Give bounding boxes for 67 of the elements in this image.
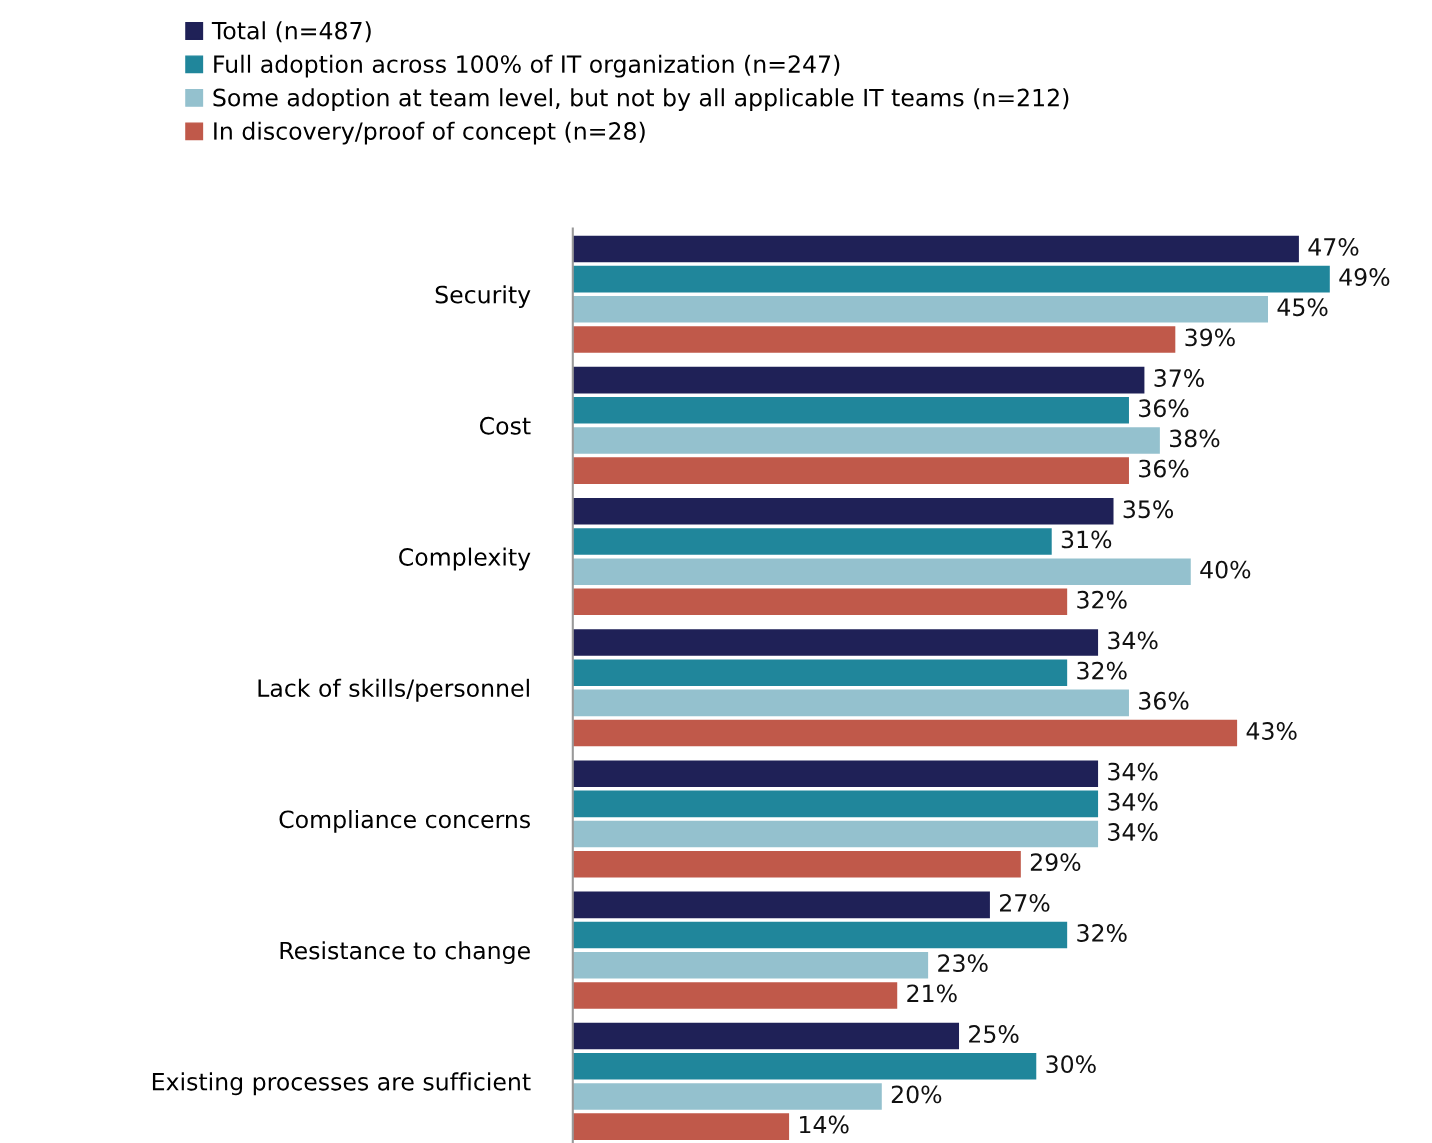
data-label: 35%	[1123, 500, 1174, 519]
data-label: 23%	[938, 954, 988, 973]
bar	[572, 719, 1238, 747]
data-label: 20%	[891, 1085, 942, 1104]
y-tick-label: Existing processes are sufficient	[152, 1072, 531, 1096]
bar	[572, 588, 1068, 616]
bar	[572, 457, 1129, 484]
bar	[572, 498, 1114, 525]
data-label: 47%	[1308, 237, 1359, 256]
bar	[572, 820, 1099, 848]
legend-label: Full adoption across 100% of IT organization (n=247)	[214, 54, 840, 78]
data-label: 36%	[1139, 691, 1189, 710]
y-tick-label: Complexity	[399, 547, 531, 571]
data-label: 34%	[1108, 762, 1158, 781]
data-label: 32%	[1077, 661, 1127, 680]
y-tick-label: Lack of skills/personnel	[258, 678, 529, 702]
bar	[572, 760, 1099, 787]
data-label: 29%	[1030, 853, 1081, 872]
data-label: 30%	[1046, 1055, 1096, 1074]
bar	[572, 790, 1099, 818]
data-label: 32%	[1077, 924, 1127, 942]
data-label: 36%	[1139, 399, 1189, 418]
bar	[572, 427, 1160, 454]
data-label: 39%	[1185, 328, 1235, 347]
data-label: 27%	[999, 893, 1050, 912]
bar	[572, 850, 1021, 878]
y-tick-label: Resistance to change	[280, 941, 530, 965]
data-label: 25%	[969, 1025, 1019, 1043]
data-label: 31%	[1061, 530, 1112, 549]
bar	[572, 235, 1299, 263]
bar	[572, 366, 1145, 394]
bar	[572, 659, 1068, 686]
bar	[572, 982, 898, 1009]
y-tick-label: Cost	[479, 416, 531, 435]
data-label: 45%	[1277, 298, 1328, 317]
bar	[572, 1022, 960, 1050]
legend-label: Some adoption at team level, but not by all applicable IT teams (n=212)	[213, 88, 1069, 112]
data-label: 34%	[1108, 631, 1158, 650]
y-tick-label: Compliance concerns	[279, 809, 530, 833]
bar	[572, 1113, 790, 1140]
bar	[572, 629, 1099, 656]
y-tick-label: Security	[435, 285, 531, 309]
bar	[572, 921, 1068, 949]
bar	[572, 1052, 1037, 1080]
bar	[572, 528, 1052, 555]
bar	[572, 951, 929, 979]
data-label: 38%	[1170, 429, 1220, 448]
data-label: 34%	[1108, 792, 1158, 811]
data-label: 49%	[1339, 268, 1390, 286]
legend-label: In discovery/proof of concept (n=28)	[214, 121, 645, 145]
bar	[572, 397, 1129, 424]
bar	[572, 326, 1176, 353]
bar	[572, 689, 1129, 717]
bar	[572, 296, 1269, 323]
data-label: 37%	[1154, 369, 1204, 387]
legend-label: Total (n=487)	[211, 21, 371, 43]
bar	[572, 265, 1330, 293]
data-label: 14%	[800, 1115, 849, 1134]
data-label: 34%	[1108, 823, 1158, 841]
bar	[572, 1083, 882, 1110]
bar	[572, 558, 1191, 585]
data-label: 40%	[1200, 560, 1251, 579]
data-label: 36%	[1139, 459, 1189, 478]
bar	[572, 891, 990, 919]
data-label: 32%	[1077, 590, 1127, 609]
data-label: 43%	[1246, 722, 1297, 740]
data-label: 21%	[907, 984, 957, 1003]
